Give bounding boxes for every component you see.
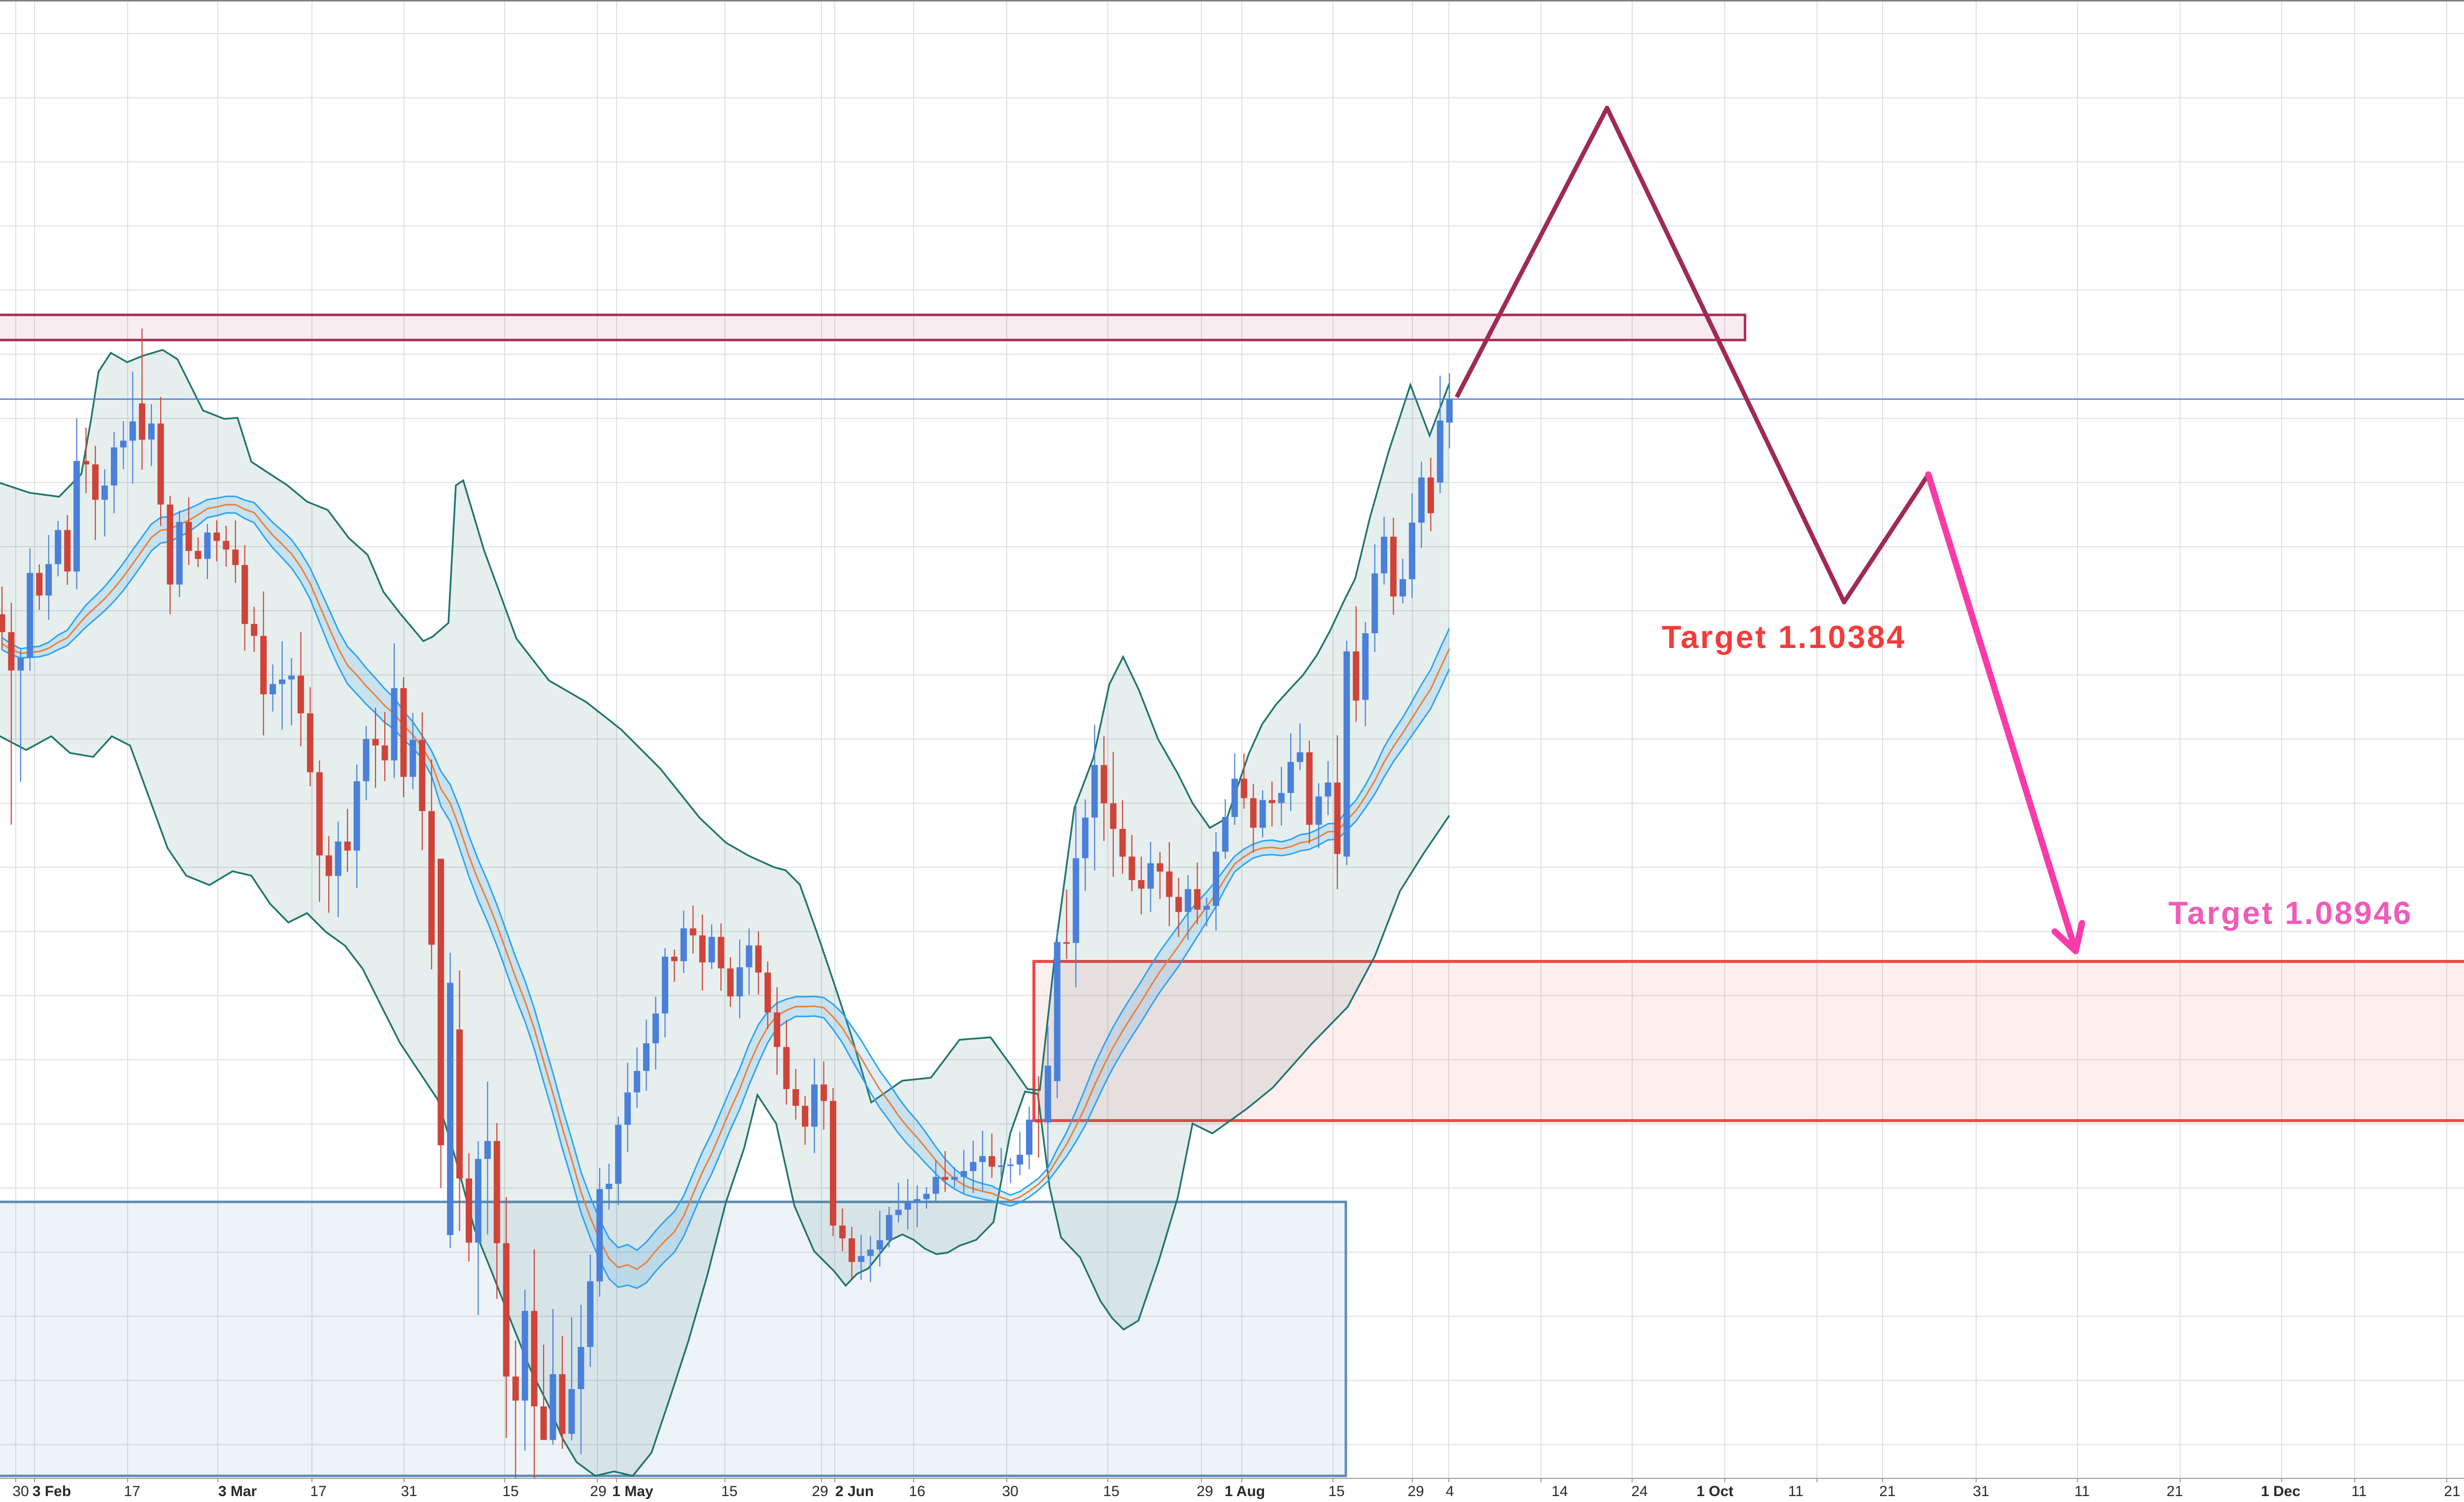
svg-text:21: 21	[2444, 1483, 2460, 1500]
svg-text:14: 14	[1551, 1483, 1568, 1500]
svg-text:1 May: 1 May	[612, 1483, 653, 1500]
svg-text:11: 11	[1788, 1483, 1803, 1500]
svg-text:4: 4	[1446, 1483, 1454, 1500]
svg-text:24: 24	[1631, 1483, 1647, 1500]
svg-text:15: 15	[721, 1483, 737, 1500]
svg-text:30: 30	[1002, 1483, 1018, 1500]
svg-text:15: 15	[502, 1483, 518, 1500]
svg-text:29: 29	[1197, 1483, 1213, 1500]
svg-text:1 Oct: 1 Oct	[1696, 1483, 1733, 1500]
svg-text:1 Dec: 1 Dec	[2261, 1483, 2300, 1500]
svg-text:16: 16	[909, 1483, 925, 1500]
svg-text:17: 17	[310, 1483, 326, 1500]
svg-text:11: 11	[2074, 1483, 2089, 1500]
svg-text:15: 15	[1328, 1483, 1344, 1500]
svg-text:3 Feb: 3 Feb	[33, 1483, 71, 1500]
svg-text:Target 1.10384: Target 1.10384	[1662, 619, 1906, 655]
svg-text:29: 29	[1407, 1483, 1424, 1500]
svg-text:2 Jun: 2 Jun	[835, 1483, 874, 1500]
svg-text:17: 17	[124, 1483, 140, 1500]
svg-text:1 Aug: 1 Aug	[1225, 1483, 1265, 1500]
svg-text:31: 31	[1973, 1483, 1989, 1500]
svg-text:30: 30	[12, 1483, 29, 1500]
svg-text:3 Mar: 3 Mar	[218, 1483, 257, 1500]
svg-text:29: 29	[590, 1483, 606, 1500]
svg-text:11: 11	[2351, 1483, 2366, 1500]
svg-text:31: 31	[401, 1483, 417, 1500]
svg-text:29: 29	[812, 1483, 828, 1500]
svg-text:Target 1.08946: Target 1.08946	[2168, 895, 2413, 931]
svg-text:21: 21	[1879, 1483, 1895, 1500]
svg-text:15: 15	[1103, 1483, 1119, 1500]
svg-text:21: 21	[2166, 1483, 2183, 1500]
